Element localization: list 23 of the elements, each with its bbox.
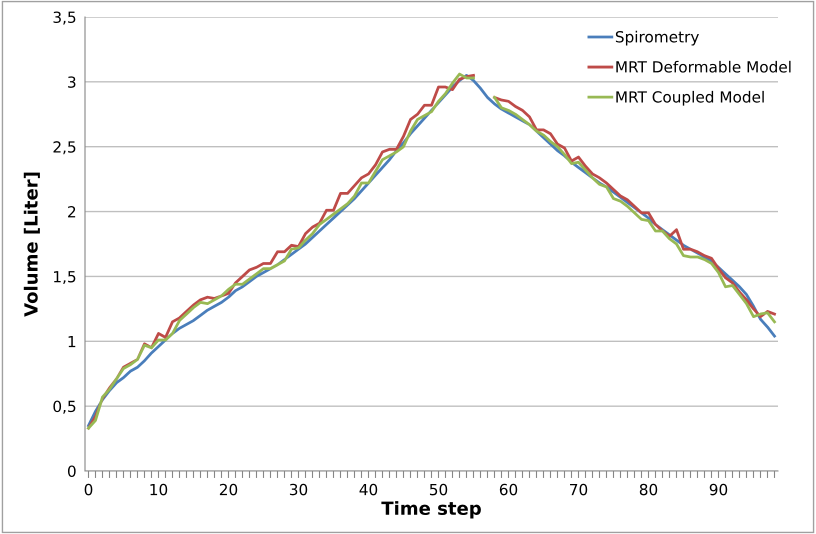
- legend-label: MRT Coupled Model: [616, 90, 764, 106]
- y-axis-title: Volume [Liter]: [24, 172, 40, 317]
- x-tick-label: 20: [220, 484, 238, 496]
- x-axis-title: Time step: [381, 501, 481, 519]
- y-tick-label: 0: [68, 465, 76, 478]
- x-tick-label: 90: [710, 484, 728, 496]
- y-tick-label: 2: [68, 206, 76, 218]
- legend-label: MRT Deformable Model: [616, 60, 791, 73]
- x-tick-label: 60: [500, 484, 518, 496]
- y-tick-label: 0,5: [53, 400, 76, 414]
- x-tick-label: 50: [430, 484, 448, 496]
- y-tick-label: 1,5: [54, 271, 76, 284]
- y-tick-label: 3: [68, 76, 76, 88]
- x-tick-label: 40: [360, 484, 378, 496]
- y-tick-label: 1: [68, 336, 76, 348]
- x-tick-label: 80: [640, 484, 658, 496]
- x-tick-label: 30: [290, 484, 308, 496]
- x-tick-label: 0: [84, 484, 92, 496]
- x-tick-label: 70: [570, 484, 588, 496]
- y-tick-label: 2,5: [53, 141, 76, 154]
- y-tick-label: 3,5: [54, 11, 76, 25]
- x-tick-label: 10: [150, 484, 168, 496]
- legend-label: Spirometry: [616, 30, 699, 46]
